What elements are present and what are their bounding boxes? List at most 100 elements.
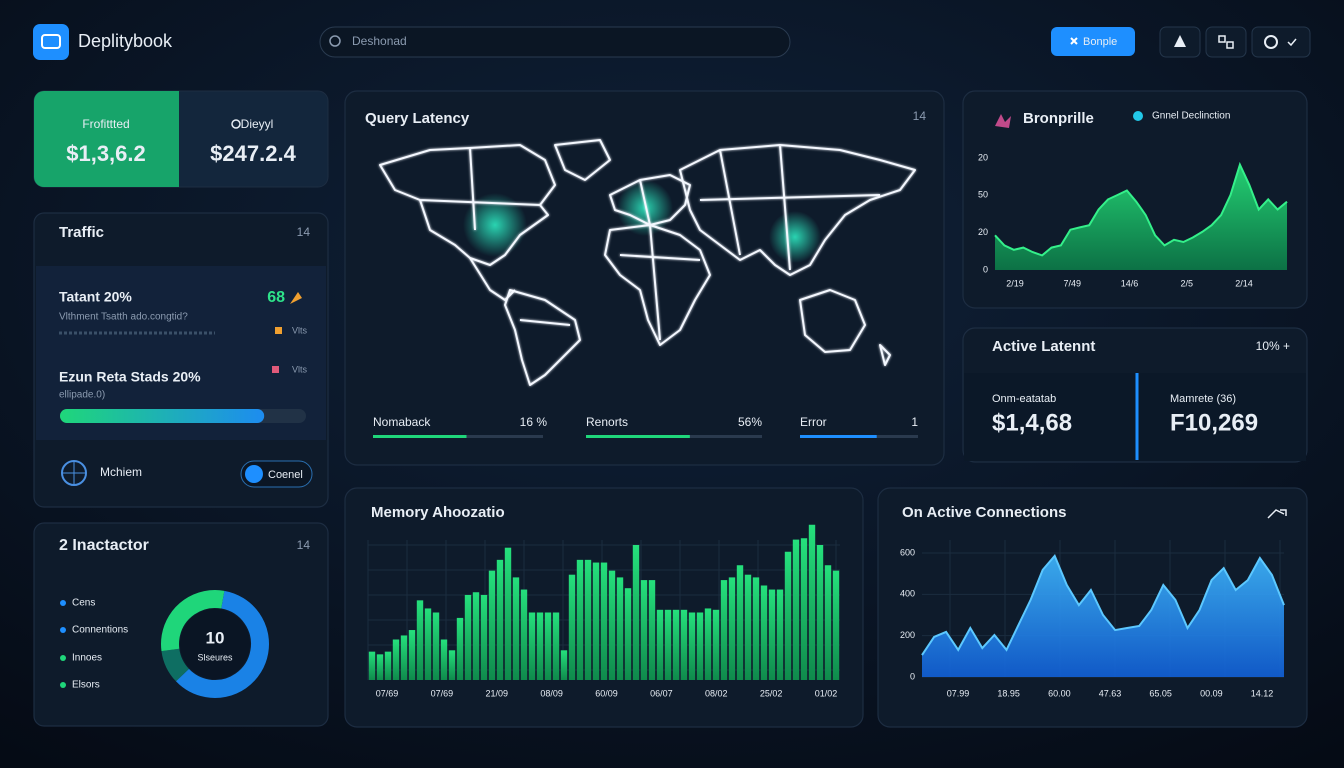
stat-fill (373, 435, 467, 438)
progress-group (60, 409, 265, 423)
y-tick-label: 400 (900, 589, 915, 599)
bar (560, 650, 568, 680)
x-tick-label: 14/6 (1121, 278, 1139, 288)
bar (632, 545, 640, 680)
bar (664, 609, 672, 680)
legend-dot (60, 655, 66, 661)
bar (456, 617, 464, 680)
stat-value: 56% (738, 415, 762, 429)
primary-button[interactable] (1051, 27, 1135, 56)
card-badge: 14 (913, 109, 927, 123)
summary-label: Frofittted (82, 117, 129, 131)
legend-dot (60, 682, 66, 688)
card-title: Memory Ahoozatio (371, 504, 505, 521)
search-icon (329, 35, 341, 47)
bar (472, 592, 480, 680)
stat-fill (586, 435, 690, 438)
footer-label: Mchiem (100, 465, 142, 479)
bar (640, 580, 648, 680)
globe-lines (62, 461, 86, 485)
bar (648, 580, 656, 680)
x-tick-label: 00.09 (1200, 688, 1223, 698)
bar (496, 559, 504, 680)
area-chart: 20 50 20 0 2/19 7/49 14/6 2/5 2/14 (978, 152, 1288, 288)
bar (616, 577, 624, 680)
bar (752, 577, 760, 680)
bar (584, 559, 592, 680)
bar (400, 635, 408, 680)
stat-label: Mamrete (36) (1170, 393, 1236, 405)
bar (368, 651, 376, 680)
tag-icon (272, 366, 279, 373)
x-tick-label: 21/09 (485, 688, 508, 698)
summary-value: $1,3,6.2 (66, 141, 146, 166)
row-tag: Vlts (292, 325, 308, 335)
x-tick-label: 47.63 (1099, 688, 1122, 698)
y-tick-label: 0 (983, 264, 988, 274)
logo-glyph (41, 34, 61, 49)
stat-value: $1,4,68 (992, 409, 1072, 436)
x-tick-label: 60.00 (1048, 688, 1071, 698)
y-tick-label: 50 (978, 190, 988, 200)
area-line (994, 161, 1288, 257)
bar (624, 588, 632, 680)
area-fill (995, 164, 1287, 270)
bar (440, 639, 448, 680)
x-tick-label: 07/69 (376, 688, 399, 698)
area-chart: 0 200 400 600 07.99 18.95 60.00 47.63 65.05 00.09… (900, 540, 1285, 698)
stat-value: 16 % (520, 415, 548, 429)
stat-panel (964, 373, 1306, 461)
bar (424, 608, 432, 680)
bar (392, 639, 400, 680)
bar (744, 574, 752, 680)
bar (608, 570, 616, 680)
row-label: Ezun Reta Stads 20% (59, 369, 201, 385)
bar (568, 574, 576, 680)
bar (720, 580, 728, 680)
x-tick-label: 07.99 (947, 688, 970, 698)
summary-label: Dieyyl (241, 117, 274, 131)
x-tick-label: 65.05 (1149, 688, 1172, 698)
progress-fill (60, 409, 265, 423)
x-tick-label: 25/02 (760, 688, 783, 698)
card-title: On Active Connections (902, 504, 1066, 521)
x-tick-label: 2/19 (1006, 278, 1024, 288)
bar (776, 589, 784, 680)
card-title: 2 Inactactor (59, 537, 149, 554)
stat-label: Error (800, 415, 827, 429)
bar (512, 577, 520, 680)
bar (824, 565, 832, 680)
icon-button[interactable] (1205, 26, 1247, 58)
legend-text: Gnnel Declinction (1152, 111, 1230, 122)
world-map (379, 139, 916, 386)
logo-text: Deplitybook (78, 31, 173, 51)
bar (704, 608, 712, 680)
card-title: Active Latennt (992, 338, 1095, 355)
icon-glyph (1218, 35, 1234, 49)
bar (736, 565, 744, 680)
map-hotspot (769, 211, 821, 263)
x-tick-label: 18.95 (997, 688, 1020, 698)
row-caption: ellipade.0) (59, 390, 105, 401)
card-icon (995, 114, 1011, 128)
donut-label: Slseures (197, 652, 233, 662)
legend-text: Cens (72, 598, 95, 609)
toggle-knob (245, 465, 263, 483)
stat-fill (800, 435, 877, 438)
x-tick-label: 2/14 (1235, 278, 1253, 288)
bar (552, 612, 560, 680)
profile-button[interactable] (1251, 26, 1311, 58)
bar (808, 524, 816, 680)
stat-label: Nomaback (373, 415, 431, 429)
summary-value: $247.2.4 (210, 141, 296, 166)
donut (161, 590, 269, 698)
card-title: Bronprille (1023, 110, 1094, 127)
bar (656, 609, 664, 680)
logo-icon[interactable] (33, 24, 69, 60)
bar (480, 594, 488, 680)
y-tick-label: 20 (978, 227, 988, 237)
search-box[interactable] (319, 26, 791, 58)
query-latency-card (344, 90, 945, 466)
button-icon (1070, 37, 1078, 45)
